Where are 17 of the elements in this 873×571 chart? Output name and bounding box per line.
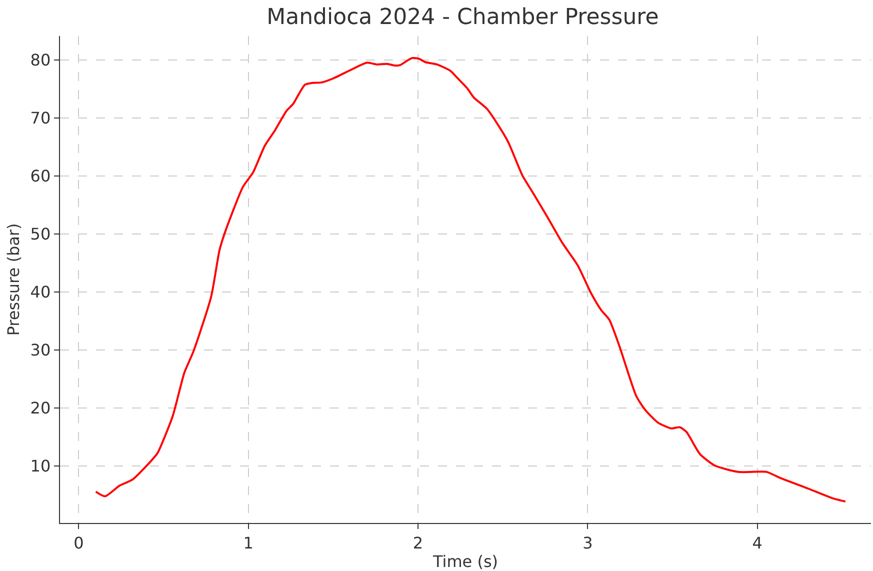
line-series <box>94 57 846 503</box>
y-tick-label: 40 <box>30 282 51 302</box>
x-tick-label: 0 <box>74 533 84 552</box>
y-tick-label: 30 <box>30 340 51 360</box>
x-tick-label: 4 <box>752 533 762 552</box>
chart-title: Mandioca 2024 - Chamber Pressure <box>266 4 659 30</box>
x-axis-title: Time (s) <box>432 552 498 571</box>
x-tick-label: 2 <box>412 533 424 552</box>
y-tick-label: 60 <box>30 166 51 186</box>
y-axis-title: Pressure (bar) <box>4 223 24 336</box>
y-tick-label: 20 <box>30 398 51 418</box>
y-tick-label: 50 <box>30 224 51 244</box>
y-tick-label: 10 <box>30 456 51 476</box>
y-tick-label: 80 <box>30 50 51 70</box>
x-tick-label: 1 <box>243 533 254 552</box>
y-tick-label: 70 <box>30 108 51 128</box>
x-tick-label: 3 <box>582 533 593 552</box>
